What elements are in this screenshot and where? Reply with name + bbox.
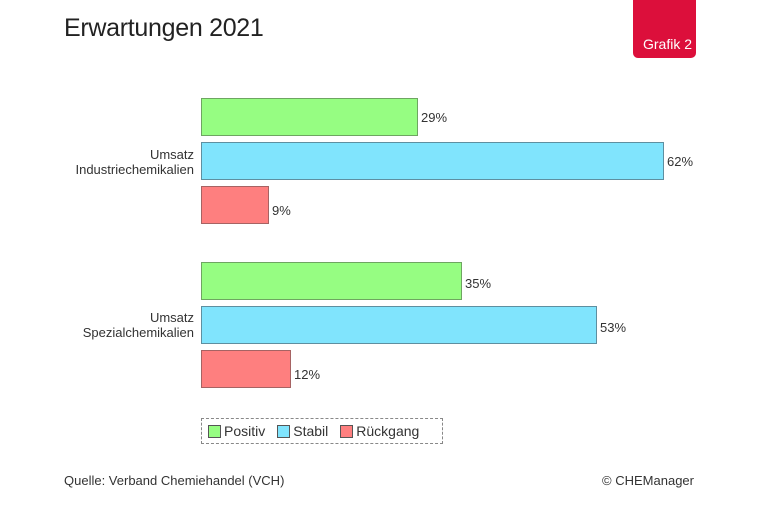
legend-label: Stabil	[293, 423, 329, 439]
copyright-note: © CHEManager	[602, 473, 694, 488]
category-line: Umsatz	[149, 147, 194, 162]
legend-item-rueckgang: Rückgang	[340, 423, 419, 439]
category-label-industriechemikalien: Umsatz Industriechemikalien	[75, 147, 194, 177]
source-note: Quelle: Verband Chemiehandel (VCH)	[64, 473, 285, 488]
chart-legend: Positiv Stabil Rückgang	[201, 418, 443, 444]
bar-industrie-stabil	[201, 142, 664, 180]
bar-spezial-stabil	[201, 306, 597, 344]
category-line: Industriechemikalien	[75, 162, 194, 177]
legend-swatch-blue	[277, 424, 291, 438]
legend-swatch-green	[208, 424, 221, 438]
grafik-badge: Grafik 2	[633, 0, 696, 58]
value-label: 53%	[600, 320, 627, 335]
category-label-spezialchemikalien: Umsatz Spezialchemikalien	[83, 310, 194, 340]
value-label: 35%	[465, 276, 492, 291]
category-line: Spezialchemikalien	[82, 325, 194, 340]
legend-item-stabil: Stabil	[277, 423, 328, 439]
bar-spezial-positiv	[201, 262, 462, 300]
legend-label: Rückgang	[356, 423, 420, 439]
value-label: 12%	[294, 367, 321, 382]
legend-label: Positiv	[224, 423, 266, 439]
value-label: 9%	[272, 203, 291, 218]
legend-swatch-red	[340, 424, 354, 438]
value-label: 29%	[421, 110, 448, 125]
bar-industrie-rueckgang	[201, 186, 269, 224]
grafik-badge-label: Grafik 2	[642, 36, 692, 52]
category-line: Umsatz	[149, 310, 194, 325]
bar-industrie-positiv	[201, 98, 418, 136]
chart-title: Erwartungen 2021	[64, 14, 264, 42]
value-label: 62%	[667, 154, 694, 169]
legend-item-positiv: Positiv	[208, 423, 265, 439]
bar-spezial-rueckgang	[201, 350, 291, 388]
